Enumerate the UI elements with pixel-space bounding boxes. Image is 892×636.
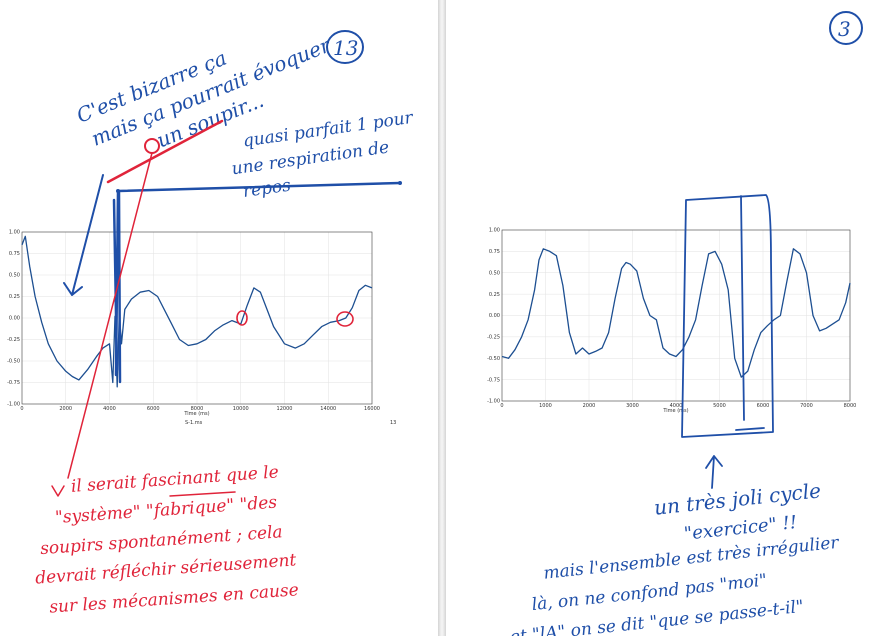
page-divider: [438, 0, 446, 636]
y-tick-label: 0.00: [489, 313, 500, 319]
note-fascinant-line: "système" "fabrique" "des: [54, 493, 278, 528]
bracket-dot: [398, 181, 402, 185]
left-page-canvas: 0 2000 4000 6000 8000 10000 12000 14000 16000 1.0…: [7, 30, 415, 618]
note-repos-line: repos: [242, 175, 293, 202]
note-fascinant-line: il serait fascinant que le: [70, 462, 279, 496]
up-arrow: [705, 455, 723, 489]
y-tick-label: 0.75: [489, 249, 500, 255]
y-tick-label: -0.25: [7, 337, 20, 343]
y-tick-label: -0.25: [487, 335, 500, 341]
bracket-line: [116, 181, 402, 193]
note-fascinant: il serait fascinant que le "système" "fa…: [35, 462, 300, 617]
x-axis-label: Time (ms): [183, 411, 209, 417]
x-tick-label: 8000: [191, 406, 204, 412]
cycle-box-outer: [681, 194, 774, 438]
x-tick-label: 0: [20, 406, 23, 412]
y-tick-label: 0.25: [9, 294, 20, 300]
plot-frame: [21, 231, 373, 405]
y-tick-label: -1.00: [7, 402, 20, 408]
footer-left: S-1.ms: [185, 420, 203, 426]
y-tick-label: -0.50: [7, 359, 20, 365]
x-tick-label: 12000: [277, 406, 293, 412]
x-tick-label: 1000: [539, 403, 552, 409]
x-tick-label: 8000: [844, 403, 857, 409]
red-arrow: [67, 152, 153, 479]
y-tick-label: 0.50: [489, 270, 500, 276]
y-tick-label: -0.50: [487, 356, 500, 362]
page-number: 3: [838, 17, 851, 41]
left-chart: 0 2000 4000 6000 8000 10000 12000 14000 16000 1.0…: [7, 230, 380, 417]
x-tick-label: 0: [500, 403, 503, 409]
bracket-dot: [116, 189, 120, 193]
x-axis-label: Time (ms): [662, 408, 688, 414]
footer-right: 13: [390, 420, 396, 426]
x-tick-label: 4000: [103, 406, 116, 412]
right-page: [446, 0, 892, 636]
red-circle-mark: [236, 310, 248, 326]
x-tick-label: 10000: [233, 406, 249, 412]
page-number: 13: [333, 36, 358, 60]
red-underline-fascinant: [169, 491, 236, 497]
x-tick-label: 7000: [800, 403, 813, 409]
plot-frame: [501, 229, 851, 402]
y-tick-label: 1.00: [9, 230, 20, 236]
page-number-circle: [326, 30, 364, 64]
note-irregular: mais l'ensemble est très irrégulier là, …: [509, 533, 840, 636]
y-tick-label: 0.75: [9, 251, 20, 257]
right-page-canvas: 0 1000 2000 3000 4000 5000 6000 7000 8000 1.00 0.7…: [487, 11, 863, 636]
note-repos: quasi parfait 1 pour une respiration de …: [230, 108, 414, 202]
x-tick-label: 3000: [626, 403, 639, 409]
y-tick-label: -1.00: [487, 399, 500, 405]
y-tick-label: -0.75: [7, 380, 20, 386]
right-chart: 0 1000 2000 3000 4000 5000 6000 7000 8000 1.00 0.7…: [487, 228, 856, 414]
x-tick-label: 2000: [59, 406, 72, 412]
x-tick-label: 6000: [147, 406, 160, 412]
blue-arrow: [63, 174, 104, 296]
y-tick-label: 1.00: [489, 228, 500, 234]
series-line: [501, 248, 851, 378]
x-tick-label: 5000: [713, 403, 726, 409]
bracket-drop: [112, 189, 122, 384]
y-tick-label: 0.50: [9, 273, 20, 279]
note-fascinant-line: sur les mécanismes en cause: [49, 580, 300, 617]
x-tick-label: 14000: [320, 406, 336, 412]
y-tick-label: 0.00: [9, 316, 20, 322]
x-tick-label: 6000: [757, 403, 770, 409]
series-line: [21, 235, 373, 388]
cycle-box-inner: [735, 195, 765, 431]
x-tick-label: 16000: [364, 406, 380, 412]
y-tick-label: 0.25: [489, 292, 500, 298]
red-circle-soupir: [144, 138, 160, 154]
red-underline: [106, 119, 224, 184]
y-tick-label: -0.75: [487, 377, 500, 383]
red-circle-mark: [336, 311, 354, 327]
x-tick-label: 4000: [670, 403, 683, 409]
note-cycle-line: un très joli cycle: [653, 478, 822, 519]
red-arrow-head: [51, 485, 65, 497]
x-tick-label: 2000: [583, 403, 596, 409]
page-number-circle: [829, 11, 863, 45]
